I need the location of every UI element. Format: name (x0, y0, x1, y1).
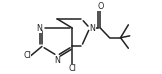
Text: N: N (90, 24, 96, 33)
Text: N: N (54, 56, 60, 65)
Text: O: O (97, 3, 104, 11)
Text: Cl: Cl (68, 64, 76, 73)
Text: N: N (36, 24, 42, 33)
Text: Cl: Cl (23, 51, 31, 60)
